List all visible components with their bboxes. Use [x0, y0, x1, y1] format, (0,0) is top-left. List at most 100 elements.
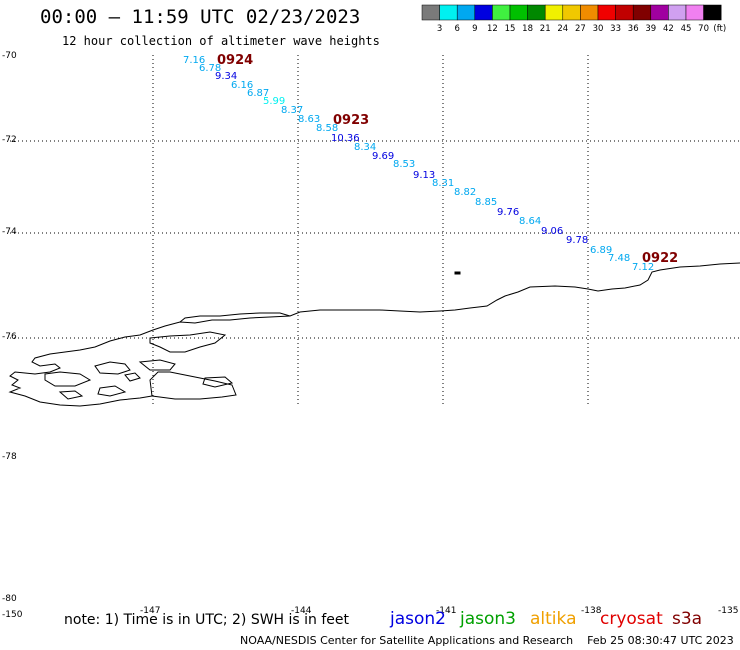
coast-fringe — [179, 312, 291, 323]
page-subtitle: 12 hour collection of altimeter wave hei… — [62, 34, 380, 48]
time-group-label: 0923 — [333, 113, 369, 128]
coastline — [8, 262, 740, 407]
wave-height-label: 8.34 — [354, 142, 376, 153]
mission-label: cryosat — [600, 609, 663, 629]
credit-text: NOAA/NESDIS Center for Satellite Applica… — [240, 634, 574, 647]
mission-label: jason2 — [390, 609, 446, 629]
scale-swatch — [597, 4, 616, 21]
scale-swatch — [492, 4, 511, 21]
lon-label: -147 — [140, 606, 161, 616]
scale-swatch — [474, 4, 493, 21]
lat-label: -78 — [2, 452, 17, 462]
wave-height-label: 8.37 — [281, 105, 303, 116]
lon-label: -141 — [436, 606, 457, 616]
wave-height-label: 7.12 — [632, 262, 654, 273]
scale-label: 24 — [557, 24, 568, 34]
scale-swatch — [685, 4, 704, 21]
wave-height-label: 7.48 — [608, 253, 630, 264]
ice-shelf-inner — [149, 331, 227, 353]
island-1 — [44, 371, 92, 387]
scale-label: 39 — [645, 24, 656, 34]
wave-height-label: 9.76 — [497, 207, 519, 218]
scale-label: 15 — [505, 24, 516, 34]
island-2 — [94, 361, 131, 375]
ice-shelf-edge — [8, 262, 740, 407]
time-group-labels: 0924 0923 0922 — [217, 53, 678, 266]
scale-swatch — [632, 4, 652, 21]
wave-height-label: 8.85 — [475, 197, 497, 208]
grid — [10, 55, 740, 405]
scale-label: 12 — [487, 24, 498, 34]
scale-swatch — [580, 4, 599, 21]
scale-label: 18 — [522, 24, 533, 34]
wave-height-label: 8.31 — [432, 178, 454, 189]
scale-label: 27 — [575, 24, 586, 34]
lat-label: -76 — [2, 332, 17, 342]
wave-height-label: 8.53 — [393, 159, 415, 170]
scale-swatch — [650, 4, 669, 21]
time-group-label: 0922 — [642, 251, 678, 266]
wave-height-label: 7.16 — [183, 55, 205, 66]
wave-height-label: 6.78 — [199, 63, 221, 74]
island-5 — [202, 376, 234, 388]
scale-swatch — [456, 4, 476, 21]
footer-note: note: 1) Time is in UTC; 2) SWH is in fe… — [64, 612, 350, 628]
wave-height-label: 9.78 — [566, 235, 588, 246]
lat-label: -74 — [2, 227, 17, 237]
wave-height-label: 8.82 — [454, 187, 476, 198]
scale-label: 42 — [663, 24, 674, 34]
scale-label: 70 — [698, 24, 709, 34]
timestamp: Feb 25 08:30:47 UTC 2023 — [587, 634, 734, 647]
mission-label: jason3 — [460, 609, 516, 629]
lon-label: -138 — [581, 606, 602, 616]
lat-label: -80 — [2, 594, 17, 604]
scale-swatch — [615, 4, 634, 21]
wave-height-label: 5.99 — [263, 96, 285, 107]
lon-label: -144 — [291, 606, 312, 616]
lat-label: -70 — [2, 51, 17, 61]
altimeter-track: 7.166.789.346.166.875.998.378.638.5810.3… — [183, 55, 654, 273]
lat-label: -72 — [2, 135, 17, 145]
wave-height-label: 6.89 — [590, 245, 612, 256]
scale-label: 45 — [681, 24, 692, 34]
wave-height-label: 10.36 — [331, 133, 360, 144]
scale-swatch — [703, 4, 722, 21]
scale-unit: (ft) — [713, 24, 726, 34]
scale-swatch — [668, 4, 687, 21]
scale-label: 9 — [472, 24, 477, 34]
wave-height-label: 6.87 — [247, 88, 269, 99]
coast-segment — [149, 371, 237, 400]
wave-height-label: 9.13 — [413, 170, 435, 181]
lon-label: -135 — [718, 606, 739, 616]
wave-height-label: 8.58 — [316, 123, 338, 134]
wave-height-label: 8.64 — [519, 216, 541, 227]
scale-label: 30 — [593, 24, 604, 34]
scale-swatch — [421, 4, 440, 21]
wave-height-label: 9.06 — [541, 226, 563, 237]
time-group-label: 0924 — [217, 53, 253, 68]
wave-height-label: 9.69 — [372, 151, 394, 162]
island-4 — [97, 385, 127, 397]
scale-label: 33 — [610, 24, 621, 34]
credit-line: NOAA/NESDIS Center for Satellite Applica… — [240, 634, 734, 647]
scale-label: 6 — [454, 24, 459, 34]
island-3 — [138, 359, 176, 371]
scale-swatch — [562, 4, 581, 21]
wave-height-label: 6.16 — [231, 80, 253, 91]
islet — [454, 271, 461, 275]
mission-label: altika — [530, 609, 577, 629]
island-6 — [124, 372, 141, 382]
scale-label: 21 — [540, 24, 551, 34]
scale-swatch — [439, 4, 458, 21]
scale-swatch — [544, 4, 564, 21]
lon-label: -150 — [2, 610, 23, 620]
scale-label: 36 — [628, 24, 639, 34]
scale-swatch — [509, 4, 528, 21]
page-title: 00:00 – 11:59 UTC 02/23/2023 — [40, 6, 361, 28]
wave-height-label: 8.63 — [298, 114, 320, 125]
mission-label: s3a — [672, 609, 703, 629]
scale-swatch — [527, 4, 546, 21]
wave-height-label: 9.34 — [215, 71, 237, 82]
color-scale-bar: 3 6 9 12 15 18 21 24 27 30 33 36 39 42 45 70 (ft) — [421, 4, 726, 34]
